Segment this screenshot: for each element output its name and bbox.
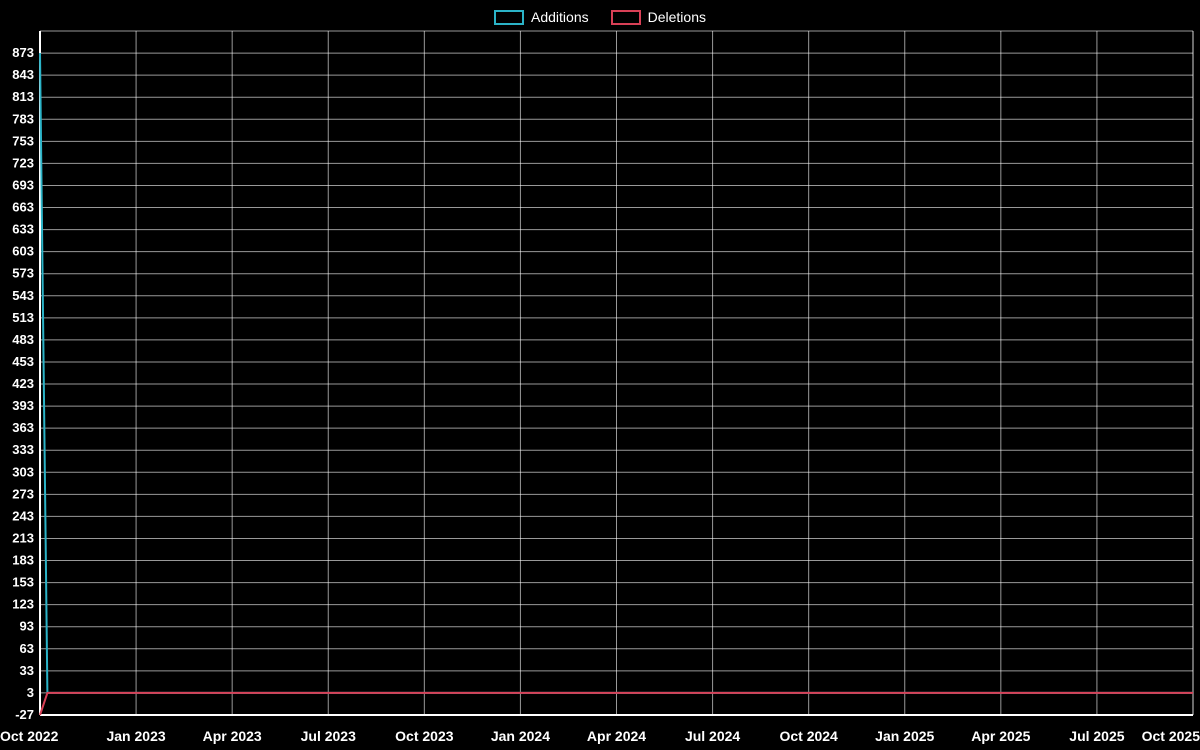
x-tick-label: Jan 2023: [106, 728, 165, 744]
chart-legend: Additions Deletions: [0, 7, 1200, 27]
y-tick-label: 453: [12, 354, 34, 369]
x-tick-label: Jul 2025: [1069, 728, 1124, 744]
x-tick-label: Apr 2024: [587, 728, 646, 744]
y-tick-label: 393: [12, 398, 34, 413]
y-tick-label: 573: [12, 266, 34, 281]
x-tick-label: Oct 2025: [1142, 728, 1200, 744]
x-tick-label: Oct 2022: [0, 728, 59, 744]
legend-label-deletions: Deletions: [647, 9, 706, 25]
y-tick-label: 333: [12, 442, 34, 457]
legend-item-deletions[interactable]: Deletions: [610, 7, 706, 27]
y-tick-label: 153: [12, 575, 34, 590]
y-tick-label: 363: [12, 420, 34, 435]
y-tick-label: 873: [12, 45, 34, 60]
y-tick-label: 753: [12, 133, 34, 148]
x-tick-label: Jan 2024: [491, 728, 550, 744]
y-tick-label: 273: [12, 486, 34, 501]
y-tick-label: 303: [12, 464, 34, 479]
y-tick-label: 723: [12, 155, 34, 170]
y-tick-label: 813: [12, 89, 34, 104]
y-tick-label: 663: [12, 200, 34, 215]
y-tick-label: 633: [12, 222, 34, 237]
y-tick-label: 423: [12, 376, 34, 391]
y-tick-label: 543: [12, 288, 34, 303]
x-tick-label: Oct 2024: [779, 728, 838, 744]
x-tick-label: Apr 2025: [971, 728, 1030, 744]
deletions-swatch-icon: [610, 9, 641, 25]
y-tick-label: 243: [12, 508, 34, 523]
y-tick-label: 843: [12, 67, 34, 82]
x-tick-label: Apr 2023: [203, 728, 262, 744]
x-tick-label: Oct 2023: [395, 728, 454, 744]
y-tick-label: 123: [12, 597, 34, 612]
y-tick-label: 63: [20, 641, 34, 656]
series-line-deletions: [39, 691, 1193, 716]
x-tick-label: Jul 2024: [685, 728, 740, 744]
y-tick-label: 483: [12, 332, 34, 347]
y-tick-label: 513: [12, 310, 34, 325]
x-tick-label: Jul 2023: [301, 728, 356, 744]
x-tick-label: Jan 2025: [875, 728, 934, 744]
y-tick-label: 183: [12, 553, 34, 568]
y-tick-label: 93: [20, 619, 34, 634]
y-tick-label: 693: [12, 177, 34, 192]
y-tick-label: 213: [12, 530, 34, 545]
y-tick-label: 603: [12, 244, 34, 259]
y-tick-label: 783: [12, 111, 34, 126]
y-tick-label: -27: [15, 707, 34, 722]
additions-swatch-icon: [494, 9, 525, 25]
y-tick-label: 33: [20, 663, 34, 678]
y-tick-label: 3: [27, 685, 34, 700]
legend-item-additions[interactable]: Additions: [494, 7, 589, 27]
legend-label-additions: Additions: [531, 9, 589, 25]
